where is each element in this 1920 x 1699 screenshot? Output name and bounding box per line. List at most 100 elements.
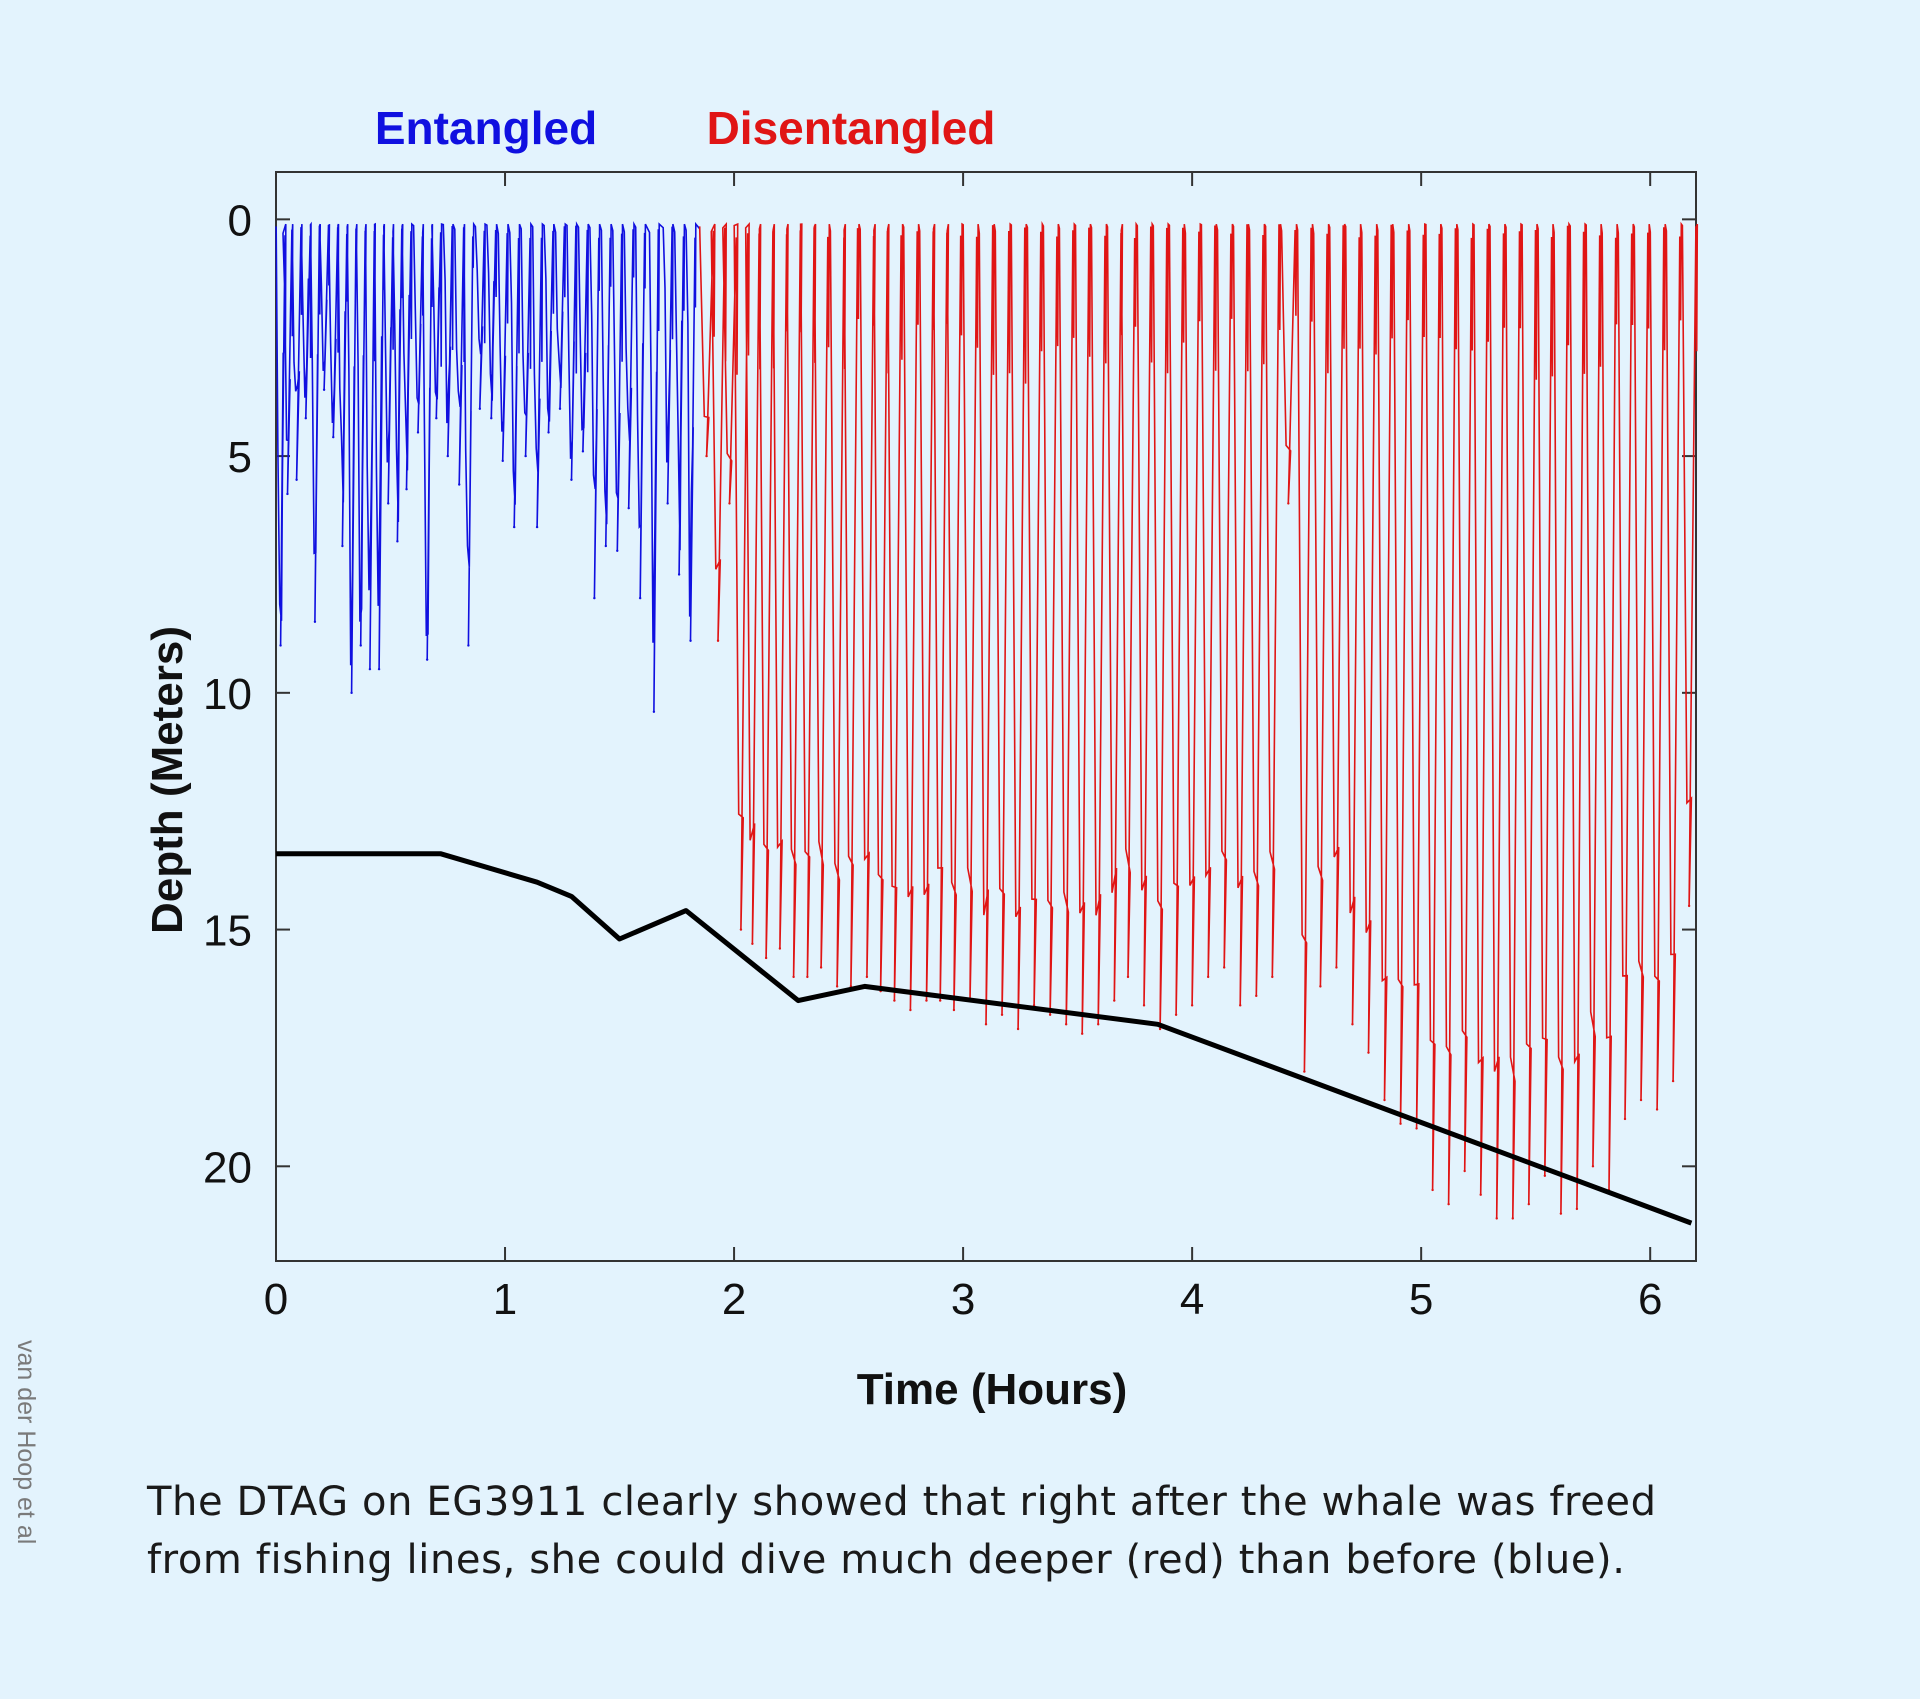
disentangled-dive-point [1239, 1004, 1242, 1007]
y-axis-label: Depth (Meters) [143, 626, 192, 934]
image-credit: van der Hoop et al [12, 1340, 40, 1545]
x-tick-label: 1 [493, 1275, 517, 1324]
disentangled-dive-point [1415, 1127, 1418, 1130]
caption-line-1: The DTAG on EG3911 clearly showed that r… [147, 1479, 1657, 1525]
entangled-dive-point [501, 459, 504, 463]
disentangled-dive-point [764, 956, 768, 960]
entangled-dive-point [295, 478, 298, 481]
disentangled-dive-point [1048, 1013, 1052, 1016]
disentangled-dive-point [1623, 1117, 1627, 1121]
disentangled-dive-point [893, 999, 896, 1002]
disentangled-dive-point [1543, 1174, 1547, 1177]
x-tick-label: 5 [1409, 1275, 1433, 1324]
entangled-dive-point [593, 596, 596, 600]
disentangled-dive-point [728, 502, 731, 505]
entangled-dive-point [322, 388, 326, 391]
disentangled-dive-point [1591, 1165, 1595, 1168]
entangled-dive-point [558, 407, 562, 410]
entangled-dive-point [616, 549, 619, 552]
entangled-dive-point [512, 525, 516, 529]
disentangled-dive-point [1399, 1122, 1402, 1125]
entangled-dive-point [666, 502, 669, 505]
entangled-dive-point [435, 417, 438, 420]
disentangled-dive-point [925, 999, 928, 1002]
entangled-dive-point [286, 492, 289, 496]
disentangled-dive-point [1287, 502, 1290, 505]
entangled-dive-point [677, 573, 681, 576]
disentangled-dive-point [1495, 1217, 1498, 1220]
x-tick-label: 6 [1638, 1275, 1662, 1324]
figure-caption: The DTAG on EG3911 clearly showed that r… [147, 1473, 1767, 1589]
disentangled-dive-point [952, 1008, 956, 1012]
disentangled-dive-point [1000, 1013, 1004, 1016]
y-tick-label: 10 [203, 670, 252, 719]
entangled-dive-point [535, 525, 539, 529]
disentangled-dive-point [1447, 1202, 1450, 1206]
disentangled-dive-point [1383, 1098, 1386, 1102]
disentangled-dive-point [1303, 1070, 1306, 1073]
entangled-dive-point [581, 450, 585, 453]
y-tick-label: 15 [203, 907, 252, 956]
entangled-dive-point [467, 644, 470, 647]
disentangled-dive-point [792, 975, 795, 979]
disentangled-dive-point [1222, 966, 1226, 969]
disentangled-dive-point [1511, 1217, 1514, 1220]
y-tick-label: 20 [203, 1143, 252, 1192]
disentangled-dive-point [1126, 975, 1130, 979]
disentangled-dive-point [1687, 904, 1691, 908]
disentangled-dive-point [1655, 1108, 1659, 1111]
max-depth-line [276, 851, 1693, 1226]
disentangled-dive-point [1479, 1193, 1482, 1196]
entangled-dive-point [478, 407, 482, 410]
disentangled-dive-point [1367, 1051, 1370, 1054]
disentangled-dive-point [778, 947, 782, 950]
y-tick-label: 5 [228, 433, 252, 482]
disentangled-dive-point [984, 1023, 988, 1026]
entangled-dive-point [405, 488, 408, 491]
entangled-dive-point [570, 478, 573, 481]
entangled-dive-point [396, 540, 399, 543]
disentangled-dive-point [806, 975, 809, 979]
disentangled-dive-point [1206, 975, 1210, 979]
disentangled-dive-point [1158, 1027, 1162, 1031]
x-axis-label: Time (Hours) [857, 1365, 1128, 1414]
disentangled-dive-point [1190, 1004, 1194, 1007]
entangled-dive-point [377, 667, 381, 671]
entangled-dive-point [689, 639, 692, 642]
entangled-dive-point [490, 417, 493, 420]
disentangled-dive-point [938, 999, 942, 1002]
entangled-dive-point [341, 544, 344, 548]
legend-disentangled: Disentangled [707, 102, 996, 154]
disentangled-dive-point [739, 928, 743, 931]
disentangled-dive-point [705, 454, 708, 458]
disentangled-dive-point [1271, 975, 1274, 979]
disentangled-dive-point [716, 639, 720, 642]
disentangled-dive-point [819, 966, 823, 969]
disentangled-dive-point [1319, 985, 1322, 988]
disentangled-dive-point [1335, 966, 1338, 969]
y-tick-label: 0 [228, 196, 252, 245]
entangled-dive-point [304, 417, 307, 420]
disentangled-dive-point [1064, 1023, 1068, 1026]
disentangled-dive-point [1671, 1079, 1675, 1083]
entangled-dive-point [350, 691, 353, 695]
disentangled-dive-point [1080, 1032, 1084, 1035]
entangled-dive-point [332, 435, 335, 439]
disentangled-dive-point [1527, 1202, 1531, 1206]
disentangled-dive-point [1639, 1098, 1643, 1102]
entangled-dive-point [547, 431, 550, 434]
entangled-dive-point [368, 667, 372, 671]
disentangled-dive-point [1559, 1212, 1563, 1215]
disentangled-dive-point [1016, 1027, 1020, 1031]
entangled-dive-point [425, 658, 429, 661]
disentangled-dive-point [1174, 1013, 1178, 1016]
x-tick-label: 3 [951, 1275, 975, 1324]
x-tick-label: 2 [722, 1275, 746, 1324]
entangled-dive-point [446, 454, 449, 458]
disentangled-dive-point [865, 975, 869, 979]
disentangled-dive-point [751, 942, 754, 945]
entangled-dive-point [458, 483, 461, 486]
entangled-dive-trace [275, 221, 701, 712]
entangled-dive-point [359, 644, 362, 647]
